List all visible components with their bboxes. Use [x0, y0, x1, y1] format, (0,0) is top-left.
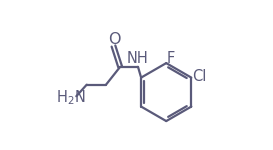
Text: F: F: [166, 51, 174, 66]
Text: NH: NH: [127, 51, 149, 66]
Text: Cl: Cl: [192, 69, 206, 84]
Text: H$_2$N: H$_2$N: [56, 89, 85, 107]
Text: O: O: [108, 32, 120, 47]
